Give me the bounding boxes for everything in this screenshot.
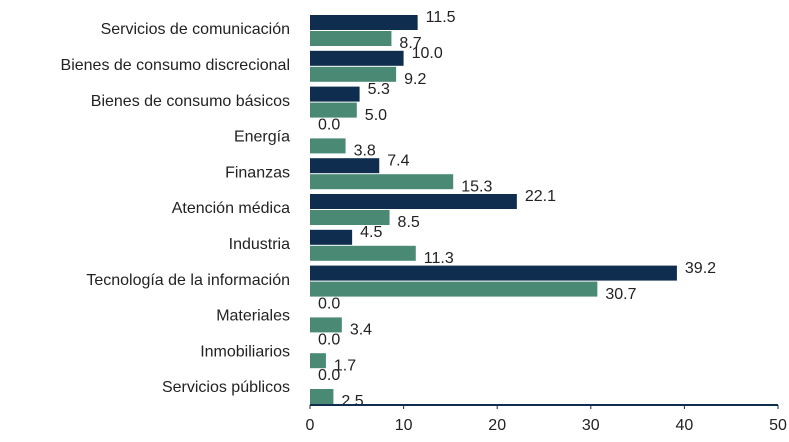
bar [310, 245, 416, 261]
value-label: 7.4 [387, 152, 409, 169]
value-label: 0.0 [318, 296, 340, 313]
value-label: 30.7 [605, 286, 636, 303]
bar [310, 50, 404, 66]
value-label: 3.4 [350, 322, 372, 339]
value-label: 8.5 [398, 214, 420, 231]
value-label: 0.0 [318, 117, 340, 134]
value-label: 3.8 [354, 143, 376, 160]
category-label: Industria [229, 236, 290, 253]
bar [310, 174, 454, 190]
bar [310, 194, 517, 209]
x-tick-label: 40 [676, 417, 694, 434]
bar [310, 31, 392, 46]
value-label: 0.0 [318, 367, 340, 384]
bar [310, 389, 334, 404]
value-label: 11.3 [424, 250, 454, 267]
category-label: Energía [234, 129, 290, 146]
category-label: Bienes de consumo discrecional [61, 57, 290, 74]
bar [310, 102, 357, 118]
value-label: 4.5 [360, 224, 382, 241]
bar [310, 86, 360, 102]
value-label: 15.3 [461, 178, 492, 195]
category-label: Servicios públicos [162, 379, 290, 396]
value-label: 2.5 [341, 393, 363, 410]
category-label: Atención médica [172, 200, 290, 217]
bar [310, 229, 353, 245]
value-label: 5.0 [365, 107, 387, 124]
category-label: Finanzas [225, 164, 290, 181]
x-tick-label: 0 [306, 417, 315, 434]
bar [310, 353, 326, 369]
category-label: Tecnología de la información [86, 272, 290, 289]
bar [310, 317, 342, 333]
bar [310, 15, 418, 30]
value-label: 22.1 [525, 188, 556, 205]
bar [310, 158, 380, 174]
bar [310, 281, 598, 297]
value-label: 9.2 [404, 71, 426, 88]
x-tick-label: 20 [488, 417, 506, 434]
value-label: 8.7 [399, 35, 421, 52]
bar [310, 138, 346, 154]
category-label: Materiales [216, 308, 290, 325]
value-label: 39.2 [685, 260, 716, 277]
value-label: 0.0 [318, 331, 340, 348]
category-label: Servicios de comunicación [101, 21, 290, 38]
x-tick-label: 30 [582, 417, 600, 434]
category-label: Bienes de consumo básicos [91, 93, 290, 110]
bar [310, 66, 397, 82]
x-tick-label: 10 [395, 417, 413, 434]
value-label: 10.0 [412, 45, 443, 62]
value-label: 1.7 [334, 357, 356, 374]
category-label: Inmobiliarios [200, 343, 290, 360]
bar [310, 265, 677, 281]
bar [310, 210, 390, 225]
x-tick-label: 50 [769, 417, 787, 434]
value-label: 11.5 [426, 9, 456, 26]
value-label: 5.3 [368, 81, 390, 98]
